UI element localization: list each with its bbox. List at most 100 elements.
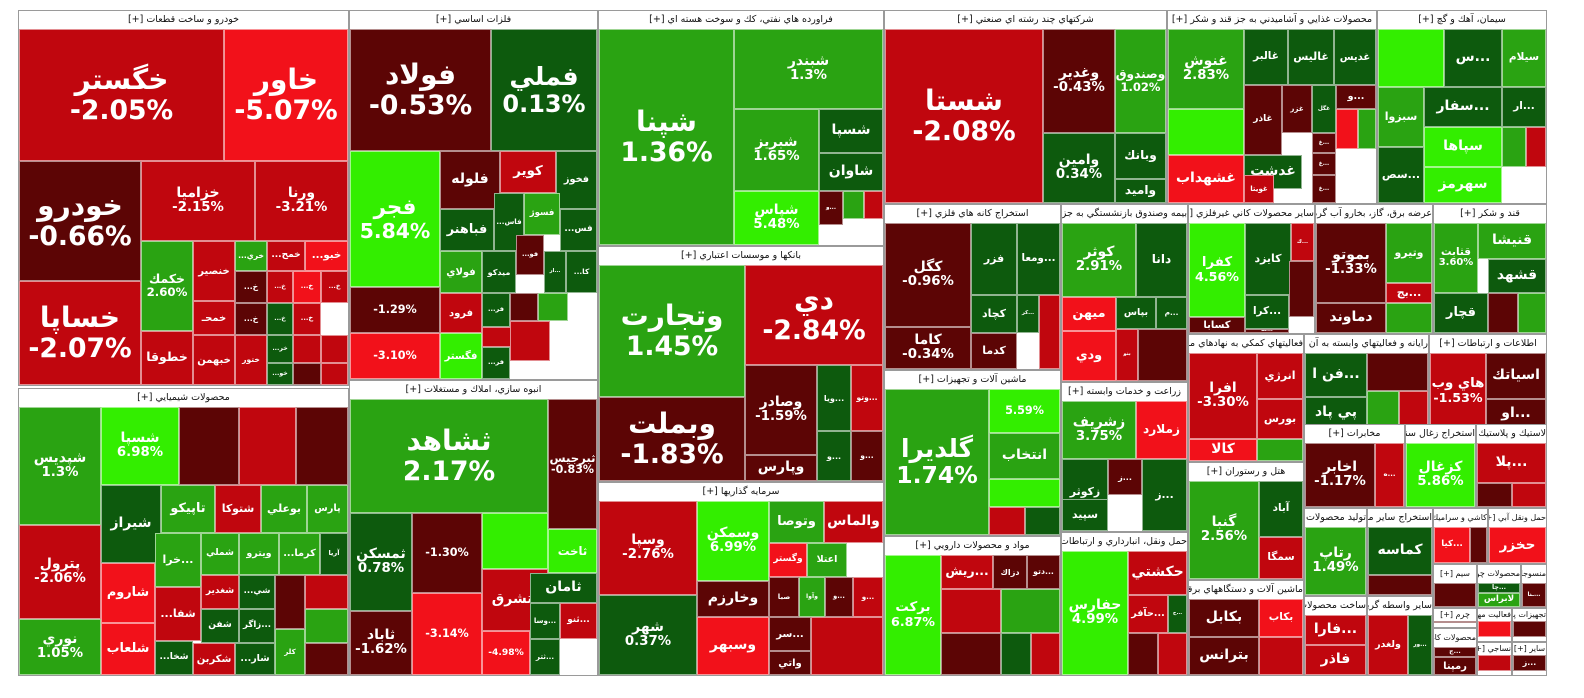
stock-tile[interactable]: ثشاهد 2.17% [350,399,548,513]
stock-tile[interactable]: نوري 1.05% [19,619,101,675]
stock-tile[interactable] [305,609,348,643]
stock-tile[interactable]: كگل -0.96% [885,223,971,327]
stock-tile[interactable] [1257,439,1303,461]
stock-tile[interactable]: ...كر [1017,295,1039,333]
stock-tile[interactable]: وآوا [799,577,825,617]
stock-tile[interactable]: ...غ [1312,153,1336,175]
sector-title[interactable]: مواد و محصولات دارويي [+] [885,537,1060,556]
stock-tile[interactable]: فاس... [494,193,524,251]
stock-tile[interactable]: -1.30% [412,513,482,593]
stock-tile[interactable] [1259,637,1303,675]
stock-tile[interactable]: ...ار [1502,87,1546,127]
stock-tile[interactable] [1470,527,1487,563]
stock-tile[interactable] [989,479,1060,507]
stock-tile[interactable]: سپاها [1424,127,1502,167]
stock-tile[interactable]: ...كيا [1434,527,1470,563]
stock-tile[interactable]: قثابت 3.60% [1434,223,1478,293]
stock-tile[interactable]: انتخاب [989,433,1060,479]
stock-tile[interactable]: خري... [235,241,267,271]
stock-tile[interactable]: افرا -3.30% [1189,353,1257,439]
stock-tile[interactable]: فسوژ [524,193,560,235]
stock-tile[interactable]: قشهد [1488,259,1546,293]
stock-tile[interactable]: شبريز 1.65% [734,109,819,191]
stock-tile[interactable]: شملي [201,533,239,575]
stock-tile[interactable]: خو... [267,363,293,385]
stock-tile[interactable]: خمحـ [193,301,235,335]
stock-tile[interactable]: خگستر -2.05% [19,29,224,161]
stock-tile[interactable]: فباهنر [440,209,494,251]
stock-tile[interactable] [989,507,1025,535]
stock-tile[interactable]: كاما -0.34% [885,327,971,369]
stock-tile[interactable]: زملارد [1136,401,1187,459]
stock-tile[interactable]: شسپا 6.98% [101,407,179,485]
stock-tile[interactable]: شار... [235,643,275,675]
sector-title[interactable]: استخراج كانه هاي فلزي [+] [885,205,1060,224]
stock-tile[interactable]: ...زاگر [239,609,275,643]
sector-title[interactable]: استخراج ساير معادن [+] [1368,509,1432,528]
stock-tile[interactable]: فجر 5.84% [350,151,440,287]
stock-tile[interactable] [1434,621,1476,623]
stock-tile[interactable]: ...سفار [1424,87,1502,127]
stock-tile[interactable]: شتوكا [215,485,261,533]
stock-tile[interactable]: گلديرا 1.74% [885,389,989,535]
stock-tile[interactable] [1367,353,1428,391]
stock-tile[interactable]: ...ثتر [530,639,560,675]
stock-tile[interactable]: خبو... [305,241,348,271]
stock-tile[interactable] [1386,303,1432,333]
sector-title[interactable]: محصولات شيميايي [+] [19,389,348,408]
stock-tile[interactable] [941,633,1001,675]
stock-tile[interactable]: خر... [267,335,293,363]
stock-tile[interactable] [1336,109,1358,149]
stock-tile[interactable]: غگل [1312,85,1336,133]
sector-title[interactable]: حمل ونقل آبي [+] [1489,509,1546,528]
stock-tile[interactable]: وتجارت 1.45% [599,265,745,397]
stock-tile[interactable]: كلر [275,629,305,675]
stock-tile[interactable]: شاوان [819,153,883,191]
sector-title[interactable]: زراعت و خدمات وابسته [+] [1062,383,1187,402]
stock-tile[interactable]: تاپيكو [161,485,215,533]
stock-tile[interactable]: وسبهر [697,617,769,675]
stock-tile[interactable]: ...ومعا [1017,223,1060,295]
stock-tile[interactable]: ...بج [1386,283,1432,303]
sector-title[interactable]: قند و شكر [+] [1434,205,1546,224]
stock-tile[interactable]: ...و [825,577,853,617]
stock-tile[interactable]: ...و [853,577,883,617]
stock-tile[interactable] [321,335,348,363]
stock-tile[interactable]: خطوقا [141,331,193,385]
stock-tile[interactable] [1367,391,1399,429]
stock-tile[interactable]: لابراس [1478,593,1520,607]
stock-tile[interactable]: ...ك [1291,223,1314,261]
stock-tile[interactable]: وگستر [769,543,807,577]
stock-tile[interactable]: بنو [1116,329,1138,381]
stock-tile[interactable]: ...سص [1378,147,1424,203]
stock-tile[interactable]: ثمسكن 0.78% [350,513,412,611]
stock-tile[interactable] [1478,621,1511,637]
stock-tile[interactable]: قنيشا [1478,223,1546,259]
stock-tile[interactable] [1039,295,1060,369]
stock-tile[interactable]: خ... [293,271,321,303]
stock-tile[interactable]: پارس [307,485,348,533]
stock-tile[interactable]: فس... [560,209,597,251]
stock-tile[interactable] [1358,109,1376,149]
stock-tile[interactable]: كچاد [971,295,1017,333]
stock-tile[interactable]: ...فن ا [1305,353,1367,397]
stock-tile[interactable]: اسياتك [1486,353,1546,399]
stock-tile[interactable]: غاذر [1244,85,1282,155]
stock-tile[interactable] [1399,391,1428,429]
stock-tile[interactable]: واتي [769,651,811,675]
sector-title[interactable]: شركتهاي چند رشته اي صنعتي [+] [885,11,1166,30]
stock-tile[interactable]: ...غ [1312,133,1336,153]
stock-tile[interactable]: وسمكن 6.99% [697,501,769,581]
stock-tile[interactable]: ميهن [1062,297,1116,331]
stock-tile[interactable] [811,617,883,675]
stock-tile[interactable] [941,589,1001,633]
stock-tile[interactable]: ثاخت [548,529,597,573]
stock-tile[interactable]: وبملت -1.83% [599,397,745,481]
stock-tile[interactable] [275,575,305,629]
stock-tile[interactable]: سيلام [1502,29,1546,87]
stock-tile[interactable]: بموتو -1.33% [1316,223,1386,303]
sector-title[interactable]: انبوه سازي، املاك و مستغلات [+] [350,381,597,400]
stock-tile[interactable] [510,293,538,321]
stock-tile[interactable] [293,363,321,385]
stock-tile[interactable]: بكابل [1189,599,1259,637]
